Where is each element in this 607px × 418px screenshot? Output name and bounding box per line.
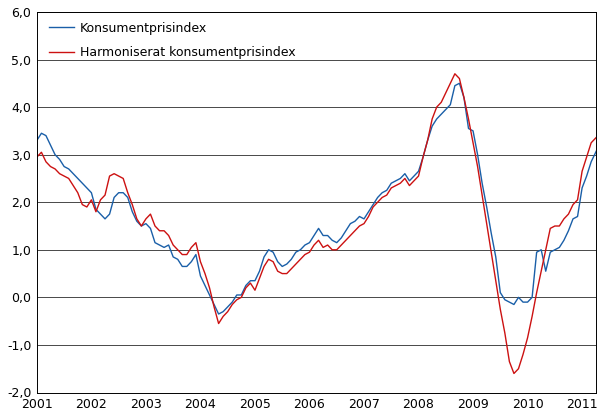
Harmoniserat konsumentprisindex xyxy=(70,183,77,188)
Konsumentprisindex xyxy=(374,195,381,200)
Legend: Konsumentprisindex, Harmoniserat konsumentprisindex: Konsumentprisindex, Harmoniserat konsume… xyxy=(49,22,296,59)
Konsumentprisindex xyxy=(70,171,77,176)
Harmoniserat konsumentprisindex xyxy=(178,252,186,257)
Harmoniserat konsumentprisindex xyxy=(601,133,607,138)
Harmoniserat konsumentprisindex xyxy=(33,155,41,160)
Line: Konsumentprisindex: Konsumentprisindex xyxy=(37,83,605,314)
Harmoniserat konsumentprisindex xyxy=(451,71,458,76)
Konsumentprisindex xyxy=(415,169,422,174)
Konsumentprisindex xyxy=(306,240,313,245)
Harmoniserat konsumentprisindex xyxy=(370,204,377,209)
Konsumentprisindex xyxy=(456,81,463,86)
Konsumentprisindex xyxy=(33,138,41,143)
Konsumentprisindex xyxy=(601,135,607,140)
Harmoniserat konsumentprisindex xyxy=(510,371,518,376)
Konsumentprisindex xyxy=(178,264,186,269)
Konsumentprisindex xyxy=(215,311,222,316)
Konsumentprisindex xyxy=(388,181,395,186)
Harmoniserat konsumentprisindex xyxy=(301,252,308,257)
Harmoniserat konsumentprisindex xyxy=(383,193,390,198)
Harmoniserat konsumentprisindex xyxy=(410,178,418,184)
Line: Harmoniserat konsumentprisindex: Harmoniserat konsumentprisindex xyxy=(37,74,605,373)
